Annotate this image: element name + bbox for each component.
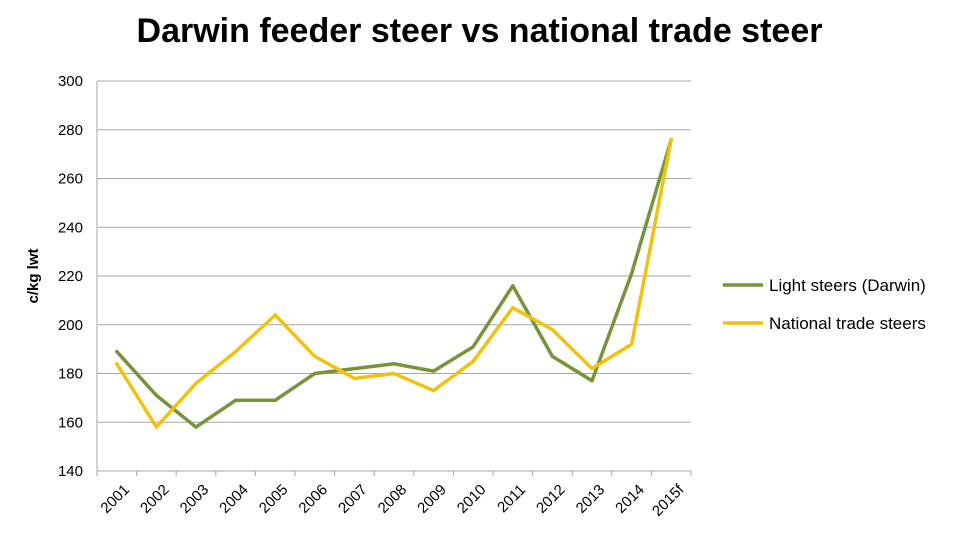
data-point — [194, 425, 198, 429]
series-lines — [115, 137, 673, 429]
series-line-national-trade-steers — [115, 137, 673, 429]
data-point — [511, 306, 515, 310]
x-tick-label: 2012 — [533, 481, 569, 517]
x-tick-label: 2014 — [612, 481, 648, 517]
data-point — [115, 362, 119, 366]
data-point — [392, 372, 396, 375]
data-point — [273, 313, 277, 317]
data-point — [313, 354, 317, 358]
data-point — [273, 398, 277, 402]
data-point — [630, 272, 634, 276]
data-point — [234, 398, 238, 402]
data-point — [669, 138, 673, 141]
data-point — [352, 367, 356, 371]
x-tick-label: 2015f — [649, 481, 688, 520]
data-point — [313, 372, 317, 375]
data-point — [115, 350, 119, 354]
data-point — [392, 362, 396, 366]
x-tick-label: 2011 — [494, 481, 529, 516]
chart-title: Darwin feeder steer vs national trade st… — [136, 12, 823, 50]
y-tick-label: 220 — [58, 268, 83, 285]
data-point — [550, 354, 554, 358]
x-tick-label: 2003 — [177, 481, 213, 517]
data-point — [352, 376, 356, 380]
series-line-light-steers — [115, 137, 673, 429]
x-tick-label: 2007 — [335, 481, 371, 517]
data-point — [234, 350, 238, 354]
y-tick-label: 260 — [58, 171, 83, 188]
legend-label: Light steers (Darwin) — [769, 276, 926, 295]
x-tick-label: 2005 — [256, 481, 292, 517]
x-tick-label: 2008 — [375, 481, 411, 517]
data-point — [432, 389, 436, 393]
x-tick-label: 2006 — [295, 481, 331, 517]
y-tick-label: 300 — [58, 73, 83, 90]
gridlines — [97, 80, 691, 472]
legend: Light steers (Darwin) National trade stee… — [723, 276, 926, 333]
legend-label: National trade steers — [769, 314, 926, 333]
x-tick-label: 2002 — [137, 481, 173, 517]
data-point — [154, 393, 158, 397]
x-tick-label: 2013 — [573, 481, 609, 517]
y-tick-label: 280 — [58, 122, 83, 139]
data-point — [471, 359, 475, 363]
data-point — [471, 345, 475, 349]
data-point — [590, 367, 594, 371]
data-point — [590, 379, 594, 383]
y-tick-label: 180 — [58, 366, 83, 383]
data-point — [630, 342, 634, 346]
y-tick-label: 240 — [58, 219, 83, 236]
x-tick-label: 2010 — [454, 481, 490, 517]
y-axis-title: c/kg lwt — [25, 248, 42, 303]
data-point — [194, 381, 198, 385]
data-point — [550, 328, 554, 332]
y-tick-label: 160 — [58, 414, 83, 431]
data-point — [511, 284, 515, 288]
y-tick-label: 200 — [58, 317, 83, 334]
x-tick-label: 2009 — [414, 481, 450, 517]
x-tick-label: 2004 — [216, 481, 252, 517]
data-point — [154, 425, 158, 429]
x-tick-label: 2001 — [97, 481, 133, 517]
data-point — [432, 369, 436, 373]
y-tick-label: 140 — [58, 463, 83, 480]
